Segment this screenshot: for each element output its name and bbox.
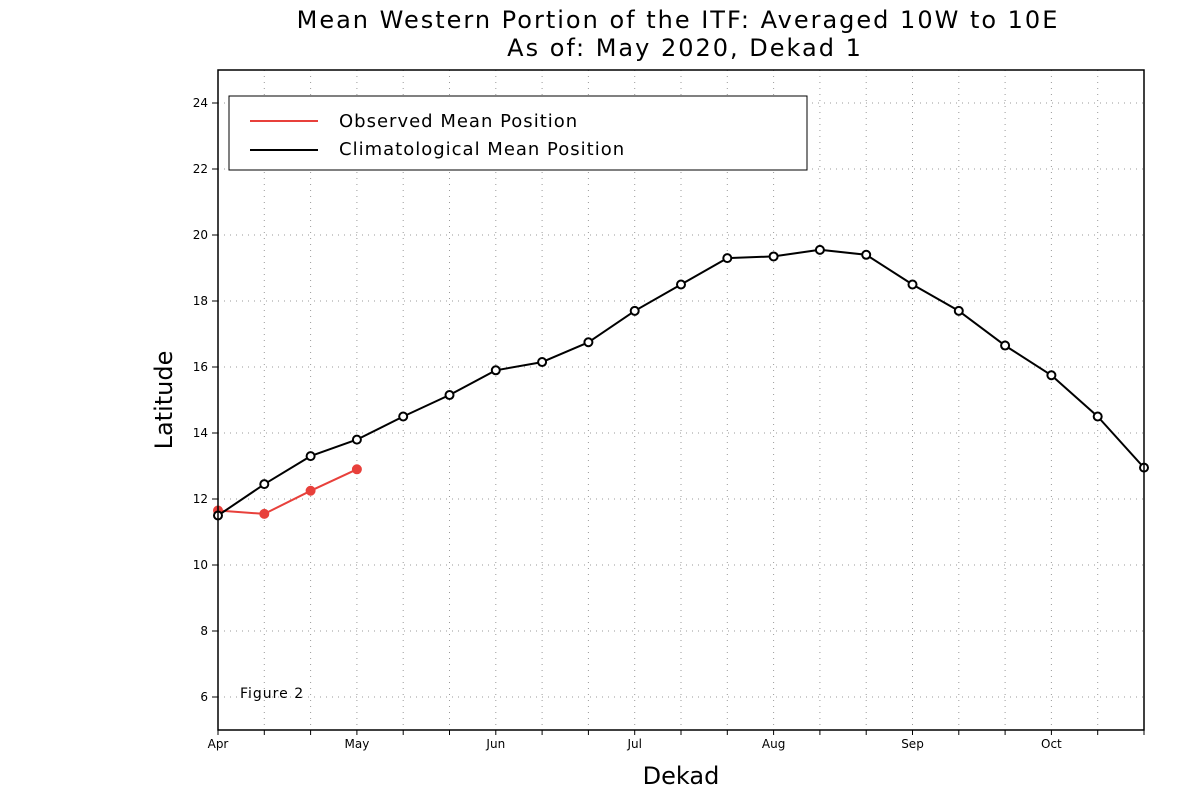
data-point-observed-mean-position [305,485,316,496]
data-point-climatological-mean-position [676,279,686,290]
x-tick-label: Apr [208,737,229,751]
x-tick-label: Jun [485,737,505,751]
data-point-observed-mean-position [259,508,270,519]
data-point-climatological-mean-position [861,249,872,260]
data-point-climatological-mean-position [953,305,964,316]
chart-subtitle: As of: May 2020, Dekad 1 [507,34,863,62]
figure-annotation: Figure 2 [240,686,304,702]
y-tick-label: 14 [193,426,208,440]
y-tick-label: 10 [193,558,208,572]
grid [218,70,1144,730]
data-point-climatological-mean-position [1000,340,1011,351]
x-tick-label: Oct [1041,737,1062,751]
y-tick-label: 6 [200,690,208,704]
y-axis-label: Latitude [150,351,178,450]
data-point-climatological-mean-position [1046,370,1057,381]
legend-box [228,95,808,171]
y-tick-label: 16 [193,360,208,374]
data-point-climatological-mean-position [351,434,362,445]
x-tick-label: Aug [762,737,785,751]
data-point-climatological-mean-position [907,279,918,290]
data-point-climatological-mean-position [583,337,594,348]
legend-label-climatological: Climatological Mean Position [339,139,625,160]
data-point-climatological-mean-position [490,365,501,376]
x-axis-label: Dekad [643,762,720,790]
data-point-climatological-mean-position [305,451,316,462]
y-tick-label: 24 [193,96,208,110]
y-tick-label: 8 [200,624,208,638]
legend: Observed Mean Position Climatological Me… [228,95,808,171]
chart-title: Mean Western Portion of the ITF: Average… [297,6,1060,34]
data-point-climatological-mean-position [722,253,733,264]
x-tick-label: May [344,737,369,751]
data-point-climatological-mean-position [537,357,548,368]
data-point-climatological-mean-position [814,244,825,255]
data-point-climatological-mean-position [768,251,779,262]
y-tick-label: 22 [193,162,208,176]
legend-label-observed: Observed Mean Position [339,111,578,132]
data-point-climatological-mean-position [398,411,409,422]
x-tick-label: Jul [626,737,641,751]
data-point-climatological-mean-position [444,390,455,401]
data-point-climatological-mean-position [1092,411,1103,422]
plot-frame [217,69,1145,731]
series-line-observed-mean-position [217,468,358,515]
y-tick-label: 12 [193,492,208,506]
data-point-climatological-mean-position [629,305,640,316]
x-tick-label: Sep [901,737,924,751]
y-tick-label: 20 [193,228,208,242]
y-tick-label: 18 [193,294,208,308]
axes: 6 8 10 12 14 16 18 20 22 24 Apr May Jun Jul Aug Sep Oct [193,96,1145,751]
data-point-climatological-mean-position [259,479,270,490]
series-group [213,244,1149,521]
data-point-observed-mean-position [351,464,362,475]
